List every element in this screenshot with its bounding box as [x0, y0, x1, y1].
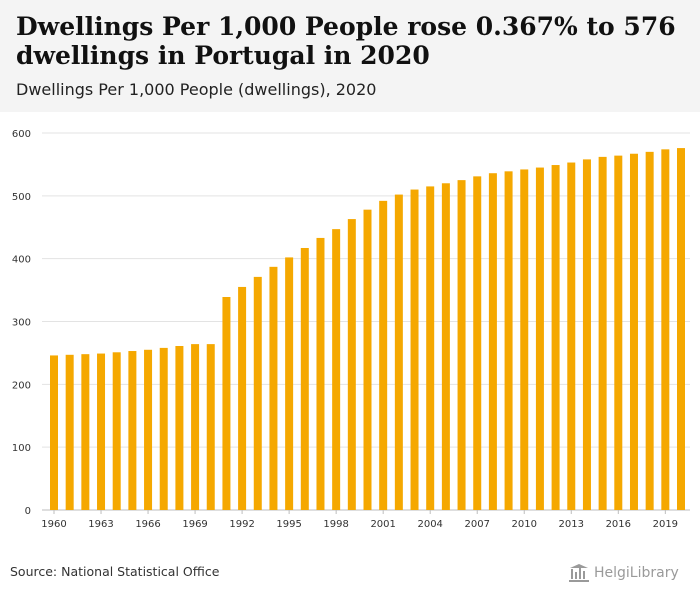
bar-2001: [379, 200, 388, 511]
bar-1964: [112, 352, 121, 510]
bar-1993: [253, 276, 262, 510]
bar-1995: [285, 257, 294, 510]
bar-2002: [394, 194, 403, 510]
bar-2018: [645, 151, 654, 510]
bar-2013: [567, 162, 576, 510]
x-tick-label: 2016: [606, 519, 631, 530]
bar-1997: [316, 237, 325, 510]
x-tick-label: 1992: [229, 519, 254, 530]
x-tick-label: 1969: [182, 519, 207, 530]
library-building-icon: [569, 564, 589, 582]
bar-1961: [65, 354, 74, 510]
bar-2012: [551, 165, 560, 510]
helgi-library-logo: HelgiLibrary: [568, 562, 679, 584]
bar-2017: [629, 153, 638, 511]
bar-2016: [614, 155, 623, 510]
bar-2005: [441, 183, 450, 510]
bar-2004: [426, 186, 435, 510]
x-axis-ticks: 1960 1963 1966 1969 1992 1995 1998 2001 2004 2007…: [41, 510, 678, 530]
chart-title: Dwellings Per 1,000 People rose 0.367% t…: [16, 12, 676, 70]
x-tick-label: 2019: [653, 519, 678, 530]
logo-text: HelgiLibrary: [594, 565, 679, 581]
bar-1992: [238, 286, 247, 510]
y-tick-label: 400: [12, 255, 31, 266]
bar-1991: [222, 297, 231, 510]
bar-1999: [347, 219, 356, 510]
bar-1968: [175, 346, 184, 510]
x-tick-label: 2010: [512, 519, 537, 530]
source-note: Source: National Statistical Office: [10, 564, 220, 579]
x-tick-label: 2004: [417, 519, 442, 530]
bar-2003: [410, 189, 419, 511]
y-axis-ticks: 0 100 200 300 400 500 600: [12, 129, 31, 517]
x-tick-label: 2013: [559, 519, 584, 530]
bar-1994: [269, 266, 278, 510]
bar-2015: [598, 156, 607, 510]
y-tick-label: 500: [12, 192, 31, 203]
bar-1967: [159, 347, 168, 510]
y-tick-label: 0: [25, 506, 31, 517]
bar-2000: [363, 209, 372, 510]
bar-2020: [677, 148, 685, 510]
bar-1969: [191, 344, 200, 510]
bar-chart: 0 100 200 300 400 500 600 1960 1963 1966 1969 1992…: [12, 129, 690, 530]
x-tick-label: 1998: [323, 519, 348, 530]
x-tick-label: 1960: [41, 519, 66, 530]
bar-2007: [473, 176, 482, 511]
bar-1962: [81, 354, 90, 510]
y-tick-label: 600: [12, 129, 31, 140]
x-tick-label: 2001: [370, 519, 395, 530]
bar-2011: [535, 167, 544, 510]
bar-1965: [128, 351, 137, 510]
bars: [50, 148, 685, 511]
bar-2006: [457, 180, 466, 511]
header-band: Dwellings Per 1,000 People rose 0.367% t…: [0, 0, 700, 112]
bar-2019: [661, 149, 670, 510]
bar-1996: [300, 247, 309, 511]
x-tick-label: 2007: [464, 519, 489, 530]
y-tick-label: 200: [12, 380, 31, 391]
chart-subtitle: Dwellings Per 1,000 People (dwellings), …: [16, 80, 377, 99]
x-tick-label: 1963: [88, 519, 113, 530]
bar-2008: [488, 173, 497, 510]
y-tick-label: 300: [12, 318, 31, 329]
bar-1960: [50, 355, 58, 510]
bar-1966: [144, 349, 153, 510]
bar-2010: [520, 169, 529, 510]
x-tick-label: 1995: [276, 519, 301, 530]
bar-2014: [582, 159, 591, 510]
x-tick-label: 1966: [135, 519, 160, 530]
bar-2009: [504, 171, 513, 510]
y-tick-label: 100: [12, 443, 31, 454]
bar-1963: [97, 353, 106, 510]
bar-1998: [332, 229, 341, 510]
bar-1970: [206, 344, 215, 510]
